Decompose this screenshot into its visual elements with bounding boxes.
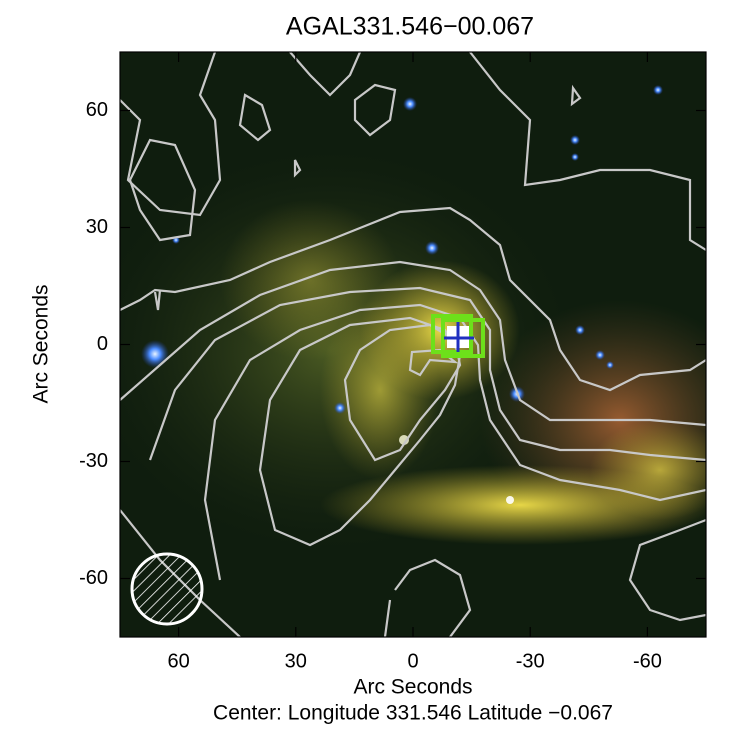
y-tick-label: -60 [79, 567, 108, 589]
x-tick-label: -30 [516, 650, 545, 672]
x-tick-label: -60 [633, 650, 662, 672]
y-tick-label: 60 [86, 99, 108, 121]
title: AGAL331.546−00.067 [286, 13, 534, 41]
source-markers [431, 314, 485, 358]
y-tick-label: 0 [97, 333, 108, 355]
x-tick-label: 30 [285, 650, 307, 672]
caption: Center: Longitude 331.546 Latitude −0.06… [213, 702, 613, 725]
y-axis-label: Arc Seconds [30, 284, 53, 403]
sky-image [120, 52, 706, 637]
x-tick-label: 60 [167, 650, 189, 672]
x-axis-label: Arc Seconds [353, 676, 472, 699]
y-tick-label: 30 [86, 216, 108, 238]
x-tick-label: 0 [407, 650, 418, 672]
y-tick-label: -30 [79, 450, 108, 472]
beam [130, 552, 204, 626]
